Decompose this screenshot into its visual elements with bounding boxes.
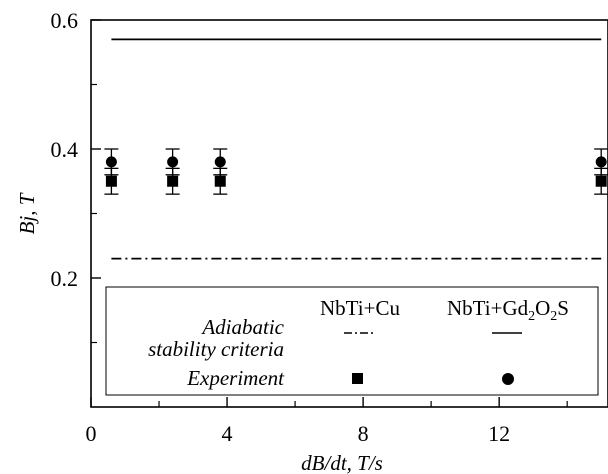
y-tick-label-0-4: 0.4 [51,137,79,162]
data-point-circle [167,156,179,168]
legend-header-part-b: O [535,296,550,320]
legend-header-sub-2: 2 [550,309,557,324]
data-point-square [214,175,226,187]
data-point-circle [105,156,117,168]
data-point-square [595,175,607,187]
legend-header-sub-1: 2 [528,309,535,324]
data-point-circle [595,156,607,168]
legend-adiabatic-label: Adiabatic [200,315,284,339]
data-point-square [105,175,117,187]
x-tick-label-4: 4 [222,421,233,446]
legend-experiment-label: Experiment [186,366,285,390]
data-point-circle [214,156,226,168]
legend-square-marker [352,373,363,384]
legend-header-nbti-cu: NbTi+Cu [320,296,400,320]
data-point-square [167,175,179,187]
y-axis-label: Bj, T [15,192,39,234]
legend-stability-label: stability criteria [148,337,284,361]
legend-header-part-a: NbTi+Gd [447,296,529,320]
x-tick-label-8: 8 [358,421,369,446]
x-axis-label: dB/dt, T/s [301,451,383,474]
legend-header-nbti-gd2o2s: NbTi+Gd2O2S [447,296,569,324]
legend-circle-marker [502,373,514,385]
major-ticks [90,19,500,407]
legend-header-part-c: S [557,296,569,320]
y-tick-label-0-2: 0.2 [51,266,79,291]
y-tick-labels: 0.2 0.4 0.6 [51,8,79,291]
x-tick-label-0: 0 [86,421,97,446]
minor-ticks [91,83,568,407]
x-tick-label-12: 12 [488,421,510,446]
y-tick-label-0-6: 0.6 [51,8,79,33]
x-tick-labels: 0 4 8 12 [86,421,511,446]
data-points [104,148,608,195]
criteria-lines [111,38,602,260]
legend: NbTi+Cu NbTi+Gd2O2S Adiabatic stability … [105,286,599,396]
